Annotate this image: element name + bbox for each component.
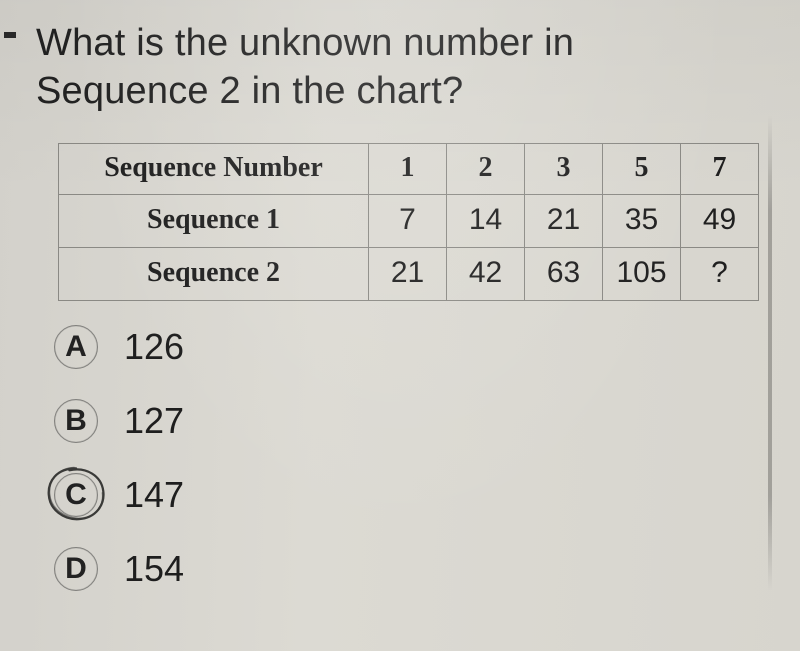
choice-letter-wrap: A: [48, 323, 104, 371]
choice-value: 127: [124, 400, 184, 442]
row-label: Sequence 2: [59, 248, 369, 301]
question-text: What is the unknown number in Sequence 2…: [36, 20, 760, 115]
answer-choice-a[interactable]: A 126: [48, 323, 760, 371]
question-line-1: What is the unknown number in: [36, 22, 574, 64]
table-row: Sequence 1 7 14 21 35 49: [59, 195, 759, 248]
table-header-row: Sequence Number 1 2 3 5 7: [59, 144, 759, 195]
seqnum-cell: 3: [525, 144, 603, 195]
seqnum-cell: 7: [681, 144, 759, 195]
choice-bubble-icon: [54, 399, 98, 443]
seqnum-cell: 2: [447, 144, 525, 195]
table-row: Sequence 2 21 42 63 105 ?: [59, 248, 759, 301]
table-cell: 63: [525, 248, 603, 301]
seqnum-cell: 5: [603, 144, 681, 195]
page-edge-shadow: [768, 115, 772, 591]
header-label: Sequence Number: [59, 144, 369, 195]
seqnum-cell: 1: [369, 144, 447, 195]
choice-value: 147: [124, 474, 184, 516]
sequence-table-wrap: Sequence Number 1 2 3 5 7 Sequence 1 7 1…: [58, 143, 758, 301]
choice-letter-wrap: B: [48, 397, 104, 445]
sequence-table: Sequence Number 1 2 3 5 7 Sequence 1 7 1…: [58, 143, 759, 301]
table-cell: ?: [681, 248, 759, 301]
choice-value: 126: [124, 326, 184, 368]
choice-letter-wrap: C: [48, 471, 104, 519]
choice-value: 154: [124, 548, 184, 590]
question-bullet-icon: [2, 28, 16, 42]
choice-letter-wrap: D: [48, 545, 104, 593]
table-cell: 21: [369, 248, 447, 301]
answer-choice-d[interactable]: D 154: [48, 545, 760, 593]
answer-choice-b[interactable]: B 127: [48, 397, 760, 445]
answer-choices: A 126 B 127 C 147: [48, 323, 760, 593]
table-cell: 35: [603, 195, 681, 248]
answer-choice-c[interactable]: C 147: [48, 471, 760, 519]
table-cell: 105: [603, 248, 681, 301]
table-cell: 7: [369, 195, 447, 248]
table-cell: 14: [447, 195, 525, 248]
table-cell: 21: [525, 195, 603, 248]
choice-bubble-icon: [54, 325, 98, 369]
table-cell: 42: [447, 248, 525, 301]
table-cell: 49: [681, 195, 759, 248]
choice-bubble-icon: [54, 473, 98, 517]
choice-bubble-icon: [54, 547, 98, 591]
question-line-2: Sequence 2 in the chart?: [36, 70, 463, 112]
worksheet-page: What is the unknown number in Sequence 2…: [0, 0, 800, 651]
row-label: Sequence 1: [59, 195, 369, 248]
